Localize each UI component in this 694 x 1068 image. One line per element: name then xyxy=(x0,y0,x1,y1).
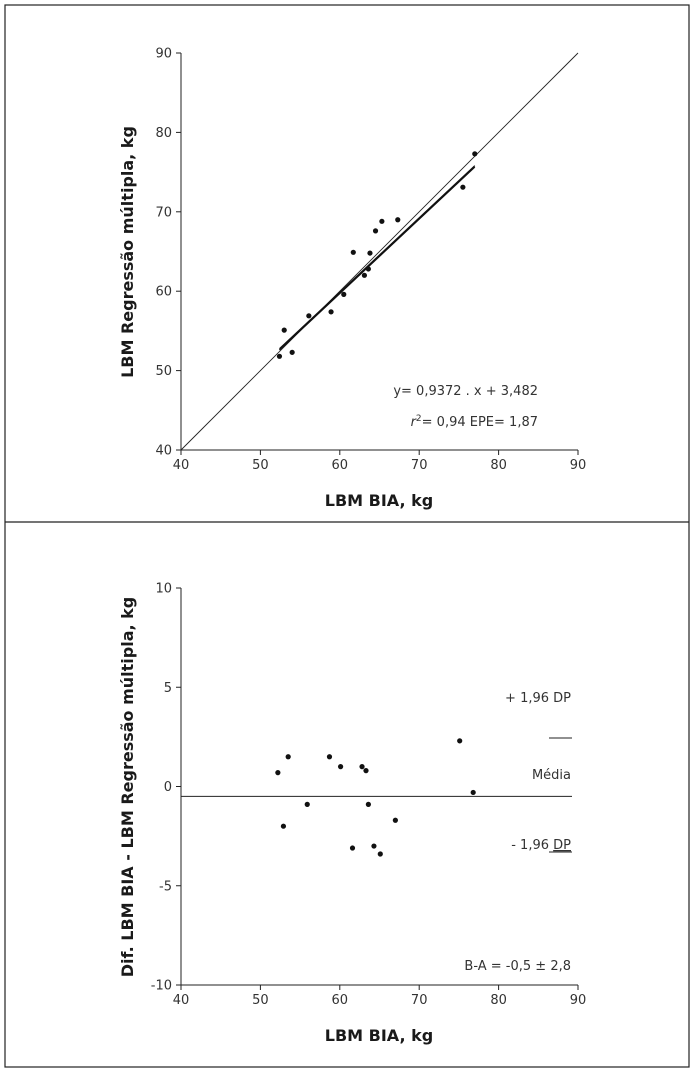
x-tick-label: 40 xyxy=(173,458,190,473)
data-point xyxy=(470,789,476,796)
x-tick-label: 80 xyxy=(490,993,507,1008)
x-tick-label: 50 xyxy=(252,458,269,473)
x-tick-label: 70 xyxy=(411,993,428,1008)
scatter-panel: 40 50 60 70 80 90 40 50 60 70 80 90 y= 0,9372 . x … xyxy=(118,47,586,511)
data-point xyxy=(285,754,291,760)
y-ticks: 40 50 60 70 80 90 xyxy=(155,47,181,459)
regression-line-outer xyxy=(279,165,476,350)
y-tick-label: 60 xyxy=(155,285,172,300)
x-ticks: 40 50 60 70 80 90 xyxy=(173,450,587,473)
data-point xyxy=(363,768,369,774)
data-point xyxy=(337,764,344,770)
bias-annotation: B-A = -0,5 ± 2,8 xyxy=(464,959,571,974)
x-tick-label: 90 xyxy=(570,993,587,1008)
r-squared-epe: r2= 0,94 EPE= 1,87 xyxy=(411,414,538,430)
data-point xyxy=(275,770,281,776)
y-tick-label: 10 xyxy=(155,582,172,597)
lower-limit-label: - 1,96 DP xyxy=(511,838,571,853)
data-point xyxy=(365,801,371,807)
data-point xyxy=(361,272,368,278)
y-tick-label: 50 xyxy=(155,364,172,379)
mean-label: Média xyxy=(532,768,571,783)
data-point xyxy=(395,217,401,223)
data-point xyxy=(379,218,385,224)
x-tick-label: 80 xyxy=(490,458,507,473)
data-point xyxy=(460,184,466,190)
y-tick-label: 80 xyxy=(155,126,172,141)
x-tick-label: 60 xyxy=(332,993,349,1008)
x-ticks: 40 50 60 70 80 90 xyxy=(173,985,587,1008)
y-tick-label: -5 xyxy=(159,879,172,894)
x-axis-label: LBM BIA, kg xyxy=(325,1026,433,1045)
y-axis-label: Dif. LBM BIA - LBM Regressão múltipla, k… xyxy=(118,597,137,978)
data-point xyxy=(371,843,377,849)
regression-equation: y= 0,9372 . x + 3,482 xyxy=(393,384,538,399)
data-point xyxy=(306,313,312,319)
data-point xyxy=(281,327,287,333)
y-ticks: -10 -5 0 5 10 xyxy=(151,582,181,994)
bland-altman-panel: -10 -5 0 5 10 40 50 60 70 80 90 + 1,96 DP Média -… xyxy=(118,582,586,1046)
regression-line xyxy=(278,166,476,351)
x-tick-label: 50 xyxy=(252,993,269,1008)
data-point xyxy=(359,764,365,770)
x-tick-label: 70 xyxy=(411,458,428,473)
data-point xyxy=(372,228,379,234)
y-tick-label: 70 xyxy=(155,205,172,220)
data-point xyxy=(367,250,373,256)
data-point xyxy=(289,349,295,355)
data-point xyxy=(341,291,347,297)
y-axis-label: LBM Regressão múltipla, kg xyxy=(118,126,137,378)
data-point xyxy=(457,738,463,744)
x-tick-label: 40 xyxy=(173,993,190,1008)
y-tick-label: 90 xyxy=(155,47,172,62)
x-axis-label: LBM BIA, kg xyxy=(325,491,433,510)
data-point xyxy=(472,151,478,157)
data-points xyxy=(276,151,478,359)
data-point xyxy=(280,823,287,829)
data-point xyxy=(304,801,310,807)
identity-line xyxy=(180,52,579,451)
y-tick-label: 40 xyxy=(155,444,172,459)
x-tick-label: 60 xyxy=(332,458,349,473)
data-point xyxy=(349,845,356,851)
y-tick-label: 0 xyxy=(164,780,172,795)
figure-frame xyxy=(4,4,690,1068)
data-point xyxy=(392,817,398,823)
data-point xyxy=(276,353,283,359)
data-point xyxy=(365,266,371,272)
data-point xyxy=(377,851,383,857)
data-point xyxy=(350,249,356,255)
data-points xyxy=(275,738,476,857)
y-tick-label: -10 xyxy=(151,979,172,994)
data-point xyxy=(326,754,333,760)
x-tick-label: 90 xyxy=(570,458,587,473)
upper-limit-label: + 1,96 DP xyxy=(505,691,571,706)
y-tick-label: 5 xyxy=(164,681,172,696)
data-point xyxy=(328,309,334,315)
